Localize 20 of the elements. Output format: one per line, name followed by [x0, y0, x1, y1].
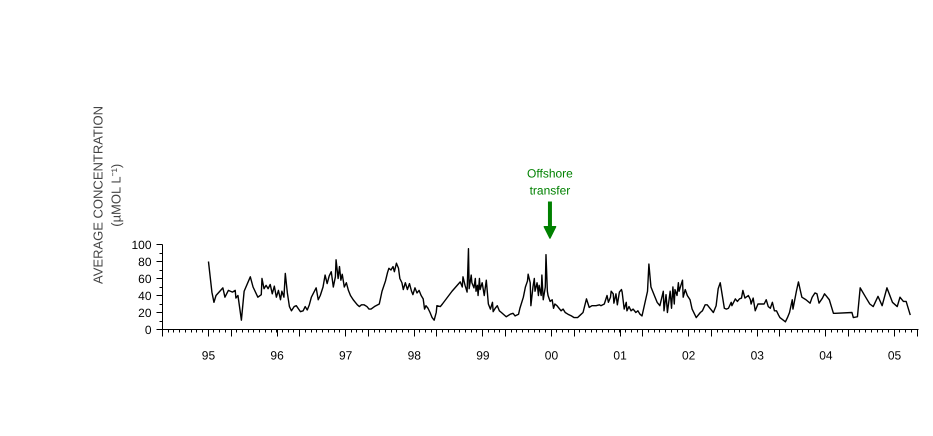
- x-tick-label: 99: [476, 348, 490, 362]
- x-tick-label: 98: [408, 348, 422, 362]
- y-axis-title: AVERAGE CONCENTRATION (µMOL L⁻¹): [90, 106, 124, 284]
- x-tick-label: 02: [682, 348, 696, 362]
- x-tick-label: 05: [888, 348, 902, 362]
- x-tick-label: 01: [613, 348, 628, 362]
- x-tick-label: 04: [819, 348, 833, 362]
- y-tick-label: 60: [138, 272, 152, 286]
- y-tick-label: 80: [138, 255, 152, 269]
- y-tick-label: 40: [138, 289, 152, 303]
- line-series: [208, 248, 911, 323]
- y-tick-label: 100: [131, 238, 152, 252]
- x-tick-label: 00: [544, 348, 558, 362]
- y-tick-label: 0: [144, 323, 152, 337]
- x-tick-label: 03: [750, 348, 764, 362]
- y-tick-label: 20: [138, 306, 152, 320]
- x-tick-label: 97: [338, 348, 353, 362]
- text: Offshore transfer: [527, 166, 574, 198]
- x-tick-label: 96: [270, 348, 284, 362]
- x-tick-label: 95: [202, 348, 216, 362]
